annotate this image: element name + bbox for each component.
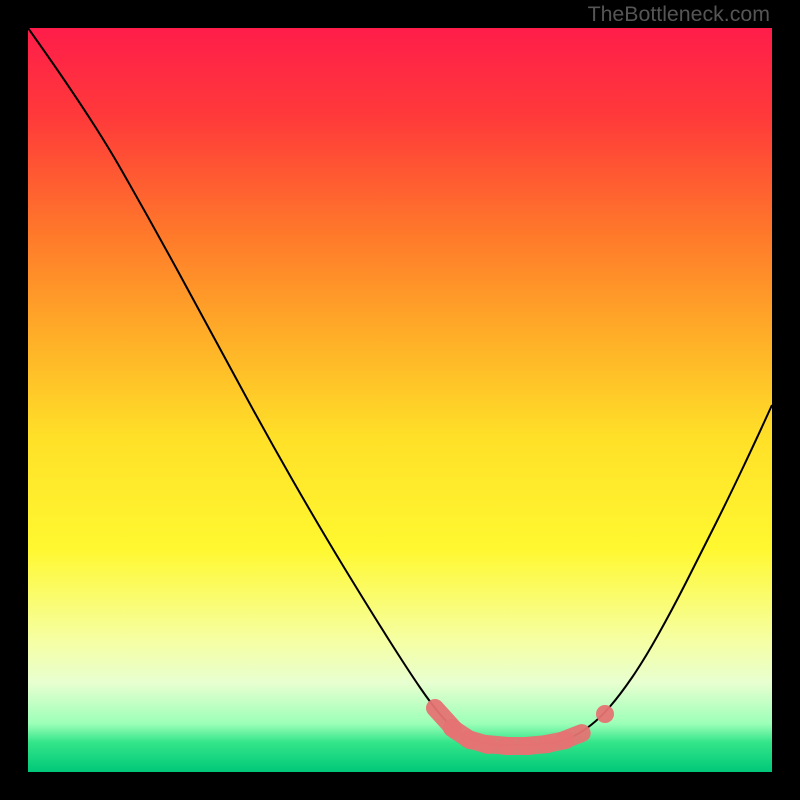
optimal-band-dot <box>596 705 614 723</box>
bottleneck-curve <box>0 0 800 800</box>
chart-stage: TheBottleneck.com <box>0 0 800 800</box>
